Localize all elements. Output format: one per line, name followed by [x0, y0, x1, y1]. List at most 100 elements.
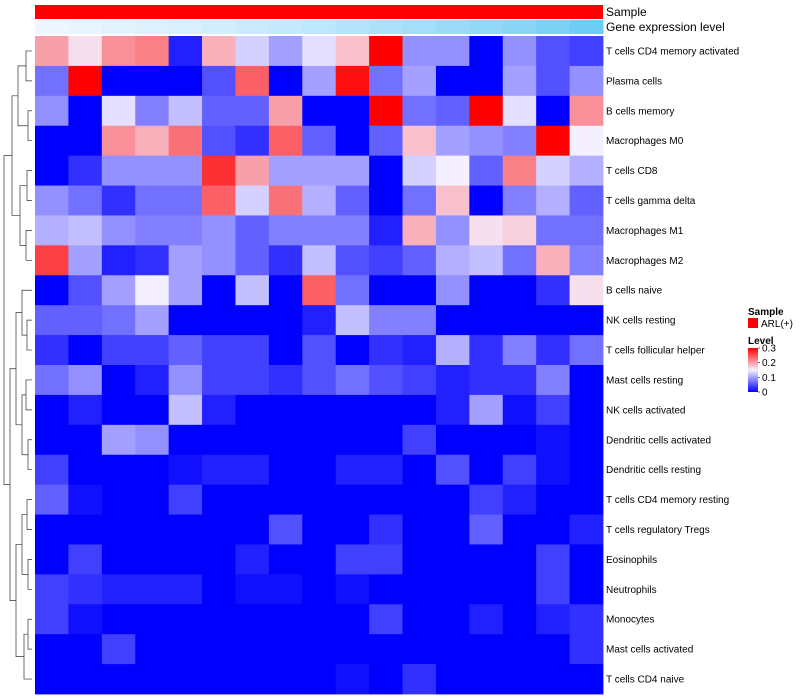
dendrogram-branch	[27, 439, 32, 471]
heatmap-cell	[68, 454, 103, 486]
heatmap-cell	[469, 125, 504, 157]
row-dendrogram	[3, 50, 32, 680]
row-label: Eosinophils	[606, 555, 657, 566]
heatmap-cell	[268, 634, 303, 665]
heatmap-cell	[302, 544, 337, 575]
heatmap-cell	[435, 155, 470, 186]
heatmap-cell	[235, 95, 270, 127]
heatmap-cell	[469, 275, 504, 306]
heatmap-cell	[502, 574, 537, 605]
gene-expression-annotation-bar	[35, 20, 604, 34]
heatmap-cell	[68, 245, 103, 276]
heatmap-cell	[502, 544, 537, 575]
heatmap-cell	[101, 36, 136, 67]
heatmap-cell	[435, 574, 470, 605]
heatmap-cell	[235, 484, 270, 515]
heatmap-cell	[268, 664, 303, 695]
heatmap-cell	[235, 36, 270, 67]
row-label: Plasma cells	[606, 76, 662, 87]
heatmap-cell	[235, 125, 270, 157]
heatmap-cell	[569, 95, 604, 127]
dendrogram-branch	[15, 544, 24, 657]
heatmap-cell	[268, 574, 303, 605]
heatmap-cell	[101, 155, 136, 186]
heatmap-cell	[202, 484, 236, 515]
heatmap-cell	[202, 305, 236, 336]
heatmap-cell	[168, 664, 203, 695]
heatmap-cell	[68, 95, 103, 127]
dendrogram-root	[3, 155, 12, 485]
heatmap-cell	[569, 484, 604, 515]
heatmap-cell	[135, 36, 170, 67]
heatmap-cell	[68, 305, 103, 336]
row-label: Mast cells activated	[606, 645, 693, 656]
legend-ticks: 0 0.1 0.2 0.3	[758, 344, 776, 399]
heatmap-cell	[435, 215, 470, 246]
heatmap-cell	[469, 335, 504, 366]
heatmap-cell	[369, 125, 403, 157]
heatmap-cell	[402, 664, 437, 695]
gene-expression-cell	[435, 20, 470, 34]
heatmap-cell	[302, 305, 337, 336]
heatmap-cell	[268, 335, 303, 366]
row-label: T cells gamma delta	[606, 196, 696, 207]
heatmap-cell	[68, 275, 103, 306]
heatmap-cell	[35, 574, 69, 605]
heatmap-cell	[402, 215, 437, 246]
heatmap-cell	[202, 454, 236, 486]
heatmap-cell	[268, 245, 303, 276]
row-label: T cells CD4 memory resting	[606, 495, 729, 506]
heatmap-cell	[202, 65, 236, 97]
heatmap-cell	[135, 305, 170, 336]
heatmap-cell	[135, 484, 170, 515]
heatmap-cell	[469, 544, 504, 575]
legend-sample-swatch	[748, 318, 758, 328]
heatmap-cell	[369, 574, 403, 605]
heatmap-cell	[235, 245, 270, 276]
row-label: Dendritic cells activated	[606, 435, 711, 446]
heatmap-cell	[335, 65, 370, 97]
heatmap-cell	[135, 574, 170, 605]
heatmap-cell	[469, 604, 504, 635]
heatmap-cell	[369, 664, 403, 695]
heatmap-cell	[435, 125, 470, 157]
row-labels: T cells CD4 memory activated Plasma cells…	[606, 46, 739, 685]
heatmap-cell	[35, 335, 69, 366]
gene-expression-cell	[168, 20, 203, 34]
heatmap-cell	[35, 604, 69, 635]
dendrogram-branch	[25, 50, 32, 82]
heatmap-cell	[402, 544, 437, 575]
heatmap-cell	[402, 424, 437, 456]
row-label: NK cells resting	[606, 316, 675, 327]
heatmap-cell	[202, 424, 236, 456]
heatmap-cell	[502, 65, 537, 97]
heatmap-cell	[469, 245, 504, 276]
heatmap-cell	[268, 95, 303, 127]
heatmap-cell	[569, 185, 604, 216]
heatmap-cell	[202, 215, 236, 246]
heatmap-cell	[402, 484, 437, 515]
heatmap-cell	[569, 574, 604, 605]
heatmap-cell	[335, 574, 370, 605]
heatmap-cell	[68, 514, 103, 545]
heatmap-cell	[402, 125, 437, 157]
heatmap-cell	[101, 245, 136, 276]
row-label: Macrophages M0	[606, 136, 684, 147]
heatmap-cell	[302, 484, 337, 515]
heatmap-cell	[202, 36, 236, 67]
heatmap-cell	[268, 454, 303, 486]
heatmap-cell	[402, 36, 437, 67]
heatmap-cell	[68, 365, 103, 396]
heatmap-cell	[369, 215, 403, 246]
heatmap-cell	[202, 275, 236, 306]
heatmap-cell	[335, 125, 370, 157]
heatmap-cell	[268, 365, 303, 396]
heatmap-cell	[135, 664, 170, 695]
heatmap-cell	[202, 604, 236, 635]
heatmap-cell	[369, 155, 403, 186]
heatmap-cell	[469, 424, 504, 456]
heatmap-cell	[369, 544, 403, 575]
heatmap-cell	[101, 424, 136, 456]
legend: Sample ARL(+) Level 0 0.1 0.2 0.3	[748, 307, 793, 399]
heatmap-cell	[469, 65, 504, 97]
